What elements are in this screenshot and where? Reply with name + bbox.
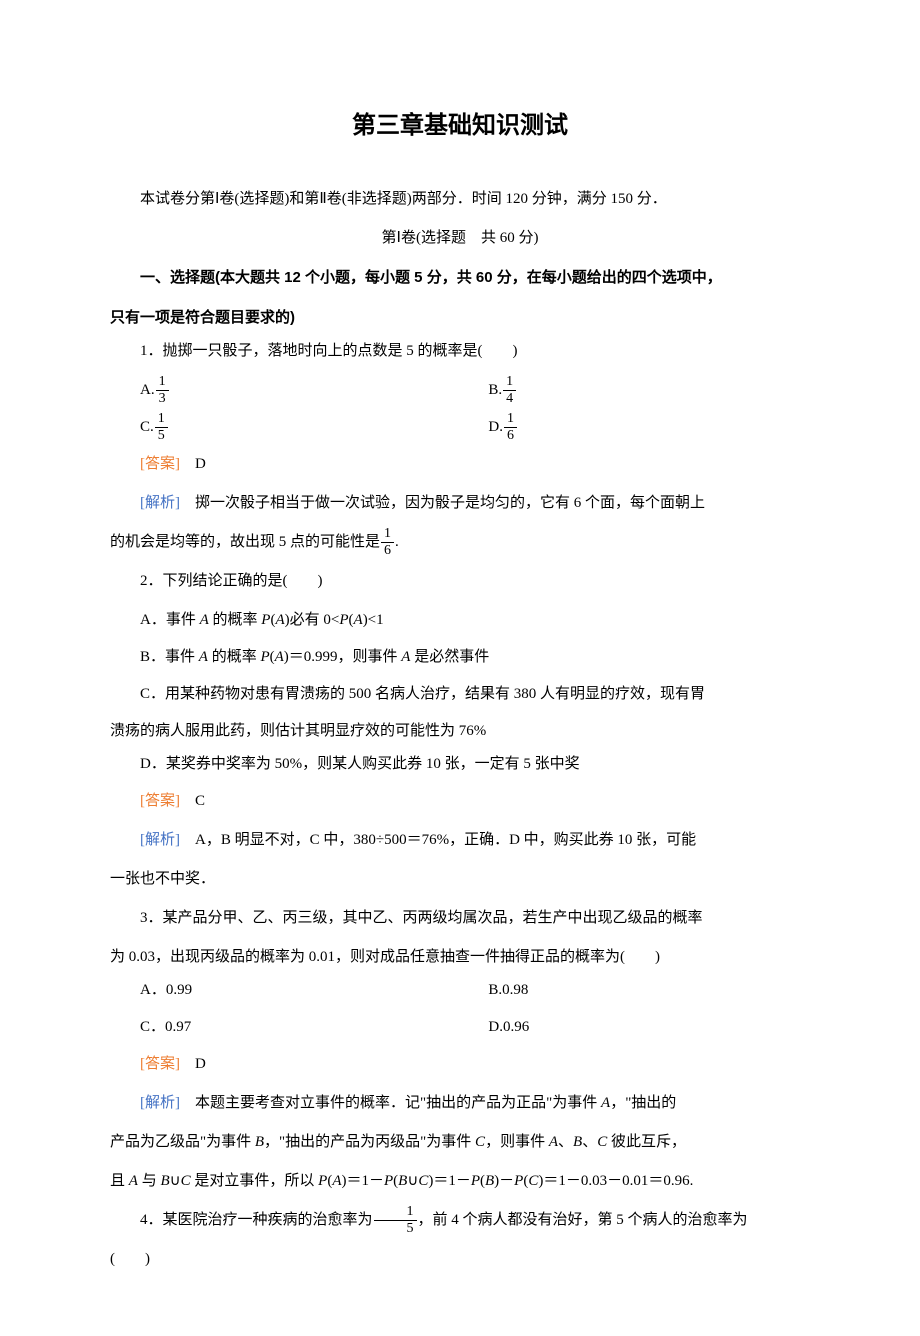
page-title: 第三章基础知识测试 [110,100,810,153]
q2-optC-line1: C．用某种药物对患有胃溃疡的 500 名病人治疗，结果有 380 人有明显的疗效… [110,678,810,711]
answer-label: [答案] [140,793,180,809]
q3-options-row1: A．0.99 B.0.98 [110,974,810,1007]
q4-stem-prefix: 4．某医院治疗一种疾病的治愈率为 [140,1212,373,1228]
q1-explain2-prefix: 的机会是均等的，故出现 5 点的可能性是 [110,534,380,550]
q1-explain1: 掷一次骰子相当于做一次试验，因为骰子是均匀的，它有 6 个面，每个面朝上 [195,495,705,511]
q1-optA-den: 3 [156,391,169,406]
q3-answer: [答案] D [110,1048,810,1081]
q1-optD-prefix: D. [488,419,503,435]
q2-answer: [答案] C [110,785,810,818]
intro-text: 本试卷分第Ⅰ卷(选择题)和第Ⅱ卷(非选择题)两部分．时间 120 分钟，满分 1… [110,183,810,216]
q1-optB-num: 1 [503,374,516,390]
q3-optB: B.0.98 [488,974,810,1007]
section-heading-line2: 只有一项是符合题目要求的) [110,301,810,335]
q2-explain1: A，B 明显不对，C 中，380÷500＝76%，正确．D 中，购买此券 10 … [195,832,696,848]
q1-optB-frac: 14 [503,374,516,406]
q2-optD: D．某奖券中奖率为 50%，则某人购买此券 10 张，一定有 5 张中奖 [110,748,810,781]
q1-optB-prefix: B. [488,382,502,398]
q1-explain-line2: 的机会是均等的，故出现 5 点的可能性是16. [110,526,810,559]
q1-optA: A.13 [140,374,488,407]
q1-explain2-suffix: . [395,534,399,550]
q1-explain2-frac: 16 [381,526,394,558]
q3-explain-line2: 产品为乙级品"为事件 B，"抽出的产品为丙级品"为事件 C，则事件 A、B、C … [110,1126,810,1159]
q1-optA-num: 1 [156,374,169,390]
q4-stem-line1: 4．某医院治疗一种疾病的治愈率为15，前 4 个病人都没有治好，第 5 个病人的… [110,1204,810,1237]
q1-answer-val: D [195,456,206,472]
section1-title: 第Ⅰ卷(选择题 共 60 分) [110,222,810,255]
q4-stem-frac: 15 [374,1204,417,1236]
q2-answer-val: C [195,793,205,809]
section-heading: 一、选择题(本大题共 12 个小题，每小题 5 分，共 60 分，在每小题给出的… [110,261,810,295]
q3-options-row2: C．0.97 D.0.96 [110,1011,810,1044]
q1-optC: C.15 [140,411,488,444]
q3-explain-line3: 且 A 与 B∪C 是对立事件，所以 P(A)＝1－P(B∪C)＝1－P(B)－… [110,1165,810,1198]
q1-optD-num: 1 [504,411,517,427]
q2-optA: A．事件 A 的概率 P(A)必有 0<P(A)<1 [110,604,810,637]
q1-explain2-num: 1 [381,526,394,542]
q2-optB: B．事件 A 的概率 P(A)＝0.999，则事件 A 是必然事件 [110,641,810,674]
q1-optA-prefix: A. [140,382,155,398]
q3-explain1: 本题主要考查对立事件的概率．记"抽出的产品为正品"为事件 A，"抽出的 [195,1095,676,1111]
q1-optD-frac: 16 [504,411,517,443]
q2-optC-line2: 溃疡的病人服用此药，则估计其明显疗效的可能性为 76% [110,715,810,748]
q3-stem-line1: 3．某产品分甲、乙、丙三级，其中乙、丙两级均属次品，若生产中出现乙级品的概率 [110,902,810,935]
q1-optC-den: 5 [155,428,168,443]
q3-explain-line1: [解析] 本题主要考查对立事件的概率．记"抽出的产品为正品"为事件 A，"抽出的 [110,1087,810,1120]
q2-stem: 2．下列结论正确的是( ) [110,565,810,598]
q4-stem-line2: ( ) [110,1243,810,1276]
q4-stem-suffix: ，前 4 个病人都没有治好，第 5 个病人的治愈率为 [418,1212,748,1228]
q1-optD: D.16 [488,411,810,444]
q2-explain-line1: [解析] A，B 明显不对，C 中，380÷500＝76%，正确．D 中，购买此… [110,824,810,857]
q4-stem-num: 1 [374,1204,417,1220]
explain-label: [解析] [140,832,180,848]
q2-explain-line2: 一张也不中奖． [110,863,810,896]
q3-optA: A．0.99 [140,974,488,1007]
answer-label: [答案] [140,456,180,472]
answer-label: [答案] [140,1056,180,1072]
q1-optC-prefix: C. [140,419,154,435]
q3-optC: C．0.97 [140,1011,488,1044]
q1-options-row2: C.15 D.16 [110,411,810,444]
q3-optD: D.0.96 [488,1011,810,1044]
q1-optC-frac: 15 [155,411,168,443]
q1-stem: 1．抛掷一只骰子，落地时向上的点数是 5 的概率是( ) [110,335,810,368]
q1-optB: B.14 [488,374,810,407]
q1-optB-den: 4 [503,391,516,406]
explain-label: [解析] [140,1095,180,1111]
q1-optA-frac: 13 [156,374,169,406]
q1-optD-den: 6 [504,428,517,443]
q1-answer: [答案] D [110,448,810,481]
q1-explain-line1: [解析] 掷一次骰子相当于做一次试验，因为骰子是均匀的，它有 6 个面，每个面朝… [110,487,810,520]
q1-explain2-den: 6 [381,543,394,558]
section-heading-bold: 一、选择题(本大题共 12 个小题，每小题 5 分，共 60 分，在每小题给出的… [140,269,722,286]
q3-stem-line2: 为 0.03，出现丙级品的概率为 0.01，则对成品任意抽查一件抽得正品的概率为… [110,941,810,974]
q1-optC-num: 1 [155,411,168,427]
section-heading-bold2: 只有一项是符合题目要求的) [110,309,295,326]
explain-label: [解析] [140,495,180,511]
q3-answer-val: D [195,1056,206,1072]
q4-stem-den: 5 [374,1221,417,1236]
q1-options-row1: A.13 B.14 [110,374,810,407]
